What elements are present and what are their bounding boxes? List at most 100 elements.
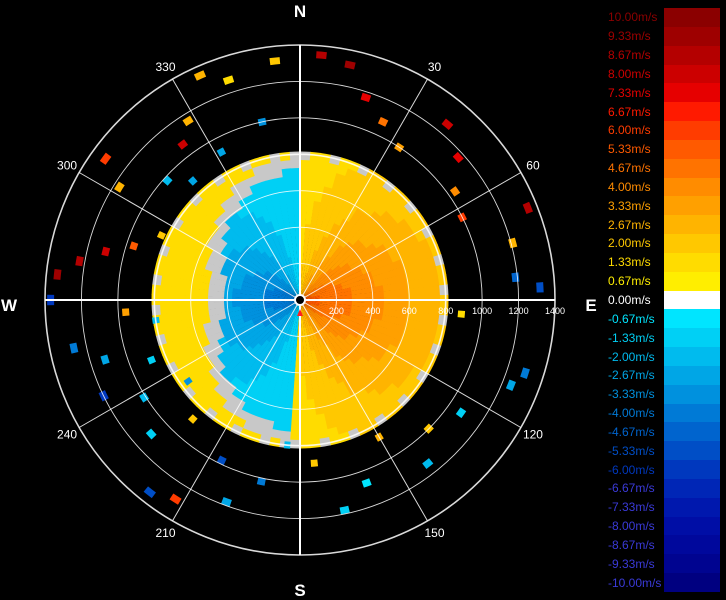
field-cell bbox=[260, 366, 270, 378]
field-cell bbox=[317, 243, 325, 253]
field-cell bbox=[288, 301, 297, 306]
field-cell bbox=[286, 273, 292, 283]
field-cell bbox=[319, 273, 328, 282]
field-cell bbox=[208, 283, 218, 292]
field-cell bbox=[312, 278, 320, 286]
field-cell bbox=[239, 293, 249, 299]
legend-swatch bbox=[664, 478, 720, 499]
field-cell bbox=[414, 250, 427, 263]
field-cell bbox=[316, 270, 324, 279]
field-cell bbox=[304, 367, 311, 377]
field-cell bbox=[193, 273, 204, 283]
field-cell bbox=[403, 386, 418, 400]
field-cell bbox=[290, 159, 301, 169]
field-cell bbox=[315, 311, 324, 318]
field-cell bbox=[294, 271, 298, 281]
legend-label: 8.00m/s bbox=[608, 66, 651, 81]
legend-swatch bbox=[664, 573, 720, 593]
field-cell bbox=[339, 183, 352, 195]
field-cell bbox=[346, 319, 357, 327]
field-cell bbox=[256, 308, 266, 314]
field-cell bbox=[219, 341, 231, 352]
azimuth-spoke bbox=[299, 299, 428, 522]
field-cell bbox=[325, 386, 335, 397]
field-cell bbox=[389, 275, 400, 285]
field-cell bbox=[267, 312, 276, 319]
field-cell bbox=[420, 321, 431, 333]
field-cell bbox=[282, 324, 289, 334]
field-cell bbox=[374, 285, 385, 293]
field-cell bbox=[292, 343, 297, 353]
field-cell bbox=[315, 413, 326, 424]
field-cell bbox=[196, 330, 208, 341]
field-cell bbox=[343, 290, 353, 296]
field-cell bbox=[228, 325, 239, 334]
field-cell bbox=[279, 200, 288, 211]
field-cell bbox=[304, 231, 310, 241]
field-cell bbox=[415, 304, 425, 314]
azimuth-spoke bbox=[299, 172, 522, 301]
field-cell bbox=[242, 277, 252, 284]
field-cell bbox=[271, 263, 279, 273]
velocity-legend: 10.00m/s 9.33m/s 8.67m/s 8.00m/s 7.33m/s 6.67… bbox=[604, 8, 720, 593]
field-cell bbox=[407, 287, 417, 297]
field-cell bbox=[312, 258, 319, 268]
field-cell bbox=[299, 383, 307, 393]
field-cell bbox=[293, 383, 300, 393]
field-cell bbox=[330, 251, 340, 261]
legend-label: -2.00m/s bbox=[608, 349, 655, 364]
field-cell bbox=[372, 336, 384, 347]
field-cell bbox=[259, 315, 269, 323]
field-cell bbox=[312, 200, 322, 211]
compass-east-label: E bbox=[585, 296, 596, 315]
field-cell bbox=[364, 276, 375, 284]
field-cell bbox=[302, 291, 310, 298]
field-cell bbox=[342, 307, 352, 313]
field-cell bbox=[327, 291, 336, 296]
field-cell bbox=[328, 320, 337, 328]
scatter-cell bbox=[187, 414, 198, 424]
field-cell bbox=[351, 289, 361, 295]
field-cell bbox=[296, 287, 300, 297]
field-cell bbox=[323, 255, 332, 265]
field-cell bbox=[306, 248, 312, 257]
field-cell bbox=[285, 265, 291, 275]
field-cell bbox=[410, 261, 421, 273]
field-cell bbox=[288, 343, 294, 352]
field-cell bbox=[299, 423, 310, 433]
field-cell bbox=[358, 261, 369, 271]
field-cell bbox=[404, 213, 417, 227]
field-cell bbox=[171, 258, 183, 271]
field-cell bbox=[328, 213, 338, 224]
field-cell bbox=[333, 283, 343, 289]
field-cell bbox=[279, 348, 286, 359]
field-cell bbox=[293, 375, 300, 385]
field-cell bbox=[223, 306, 234, 314]
field-cell bbox=[356, 346, 367, 357]
field-cell bbox=[309, 257, 316, 267]
field-cell bbox=[287, 309, 294, 318]
field-cell bbox=[265, 308, 275, 314]
field-cell bbox=[294, 303, 299, 312]
field-cell bbox=[251, 276, 261, 284]
field-cell bbox=[245, 221, 256, 233]
field-cell bbox=[263, 293, 273, 298]
range-tick-label: 1000 bbox=[472, 306, 492, 316]
legend-label: 1.33m/s bbox=[608, 255, 651, 270]
field-cell bbox=[259, 348, 269, 359]
field-cell bbox=[310, 291, 320, 296]
field-cell bbox=[202, 321, 213, 332]
field-cell bbox=[348, 277, 358, 285]
field-cell bbox=[259, 241, 269, 252]
field-cell bbox=[279, 151, 291, 162]
field-cell bbox=[317, 252, 325, 262]
azimuth-spoke bbox=[299, 78, 428, 301]
field-cell bbox=[389, 315, 399, 325]
field-cell bbox=[291, 302, 298, 310]
field-cell bbox=[216, 253, 228, 264]
field-cell bbox=[333, 253, 343, 263]
field-cell bbox=[351, 326, 362, 335]
field-cell bbox=[324, 237, 333, 248]
field-cell bbox=[279, 296, 289, 299]
field-cell bbox=[303, 359, 310, 369]
